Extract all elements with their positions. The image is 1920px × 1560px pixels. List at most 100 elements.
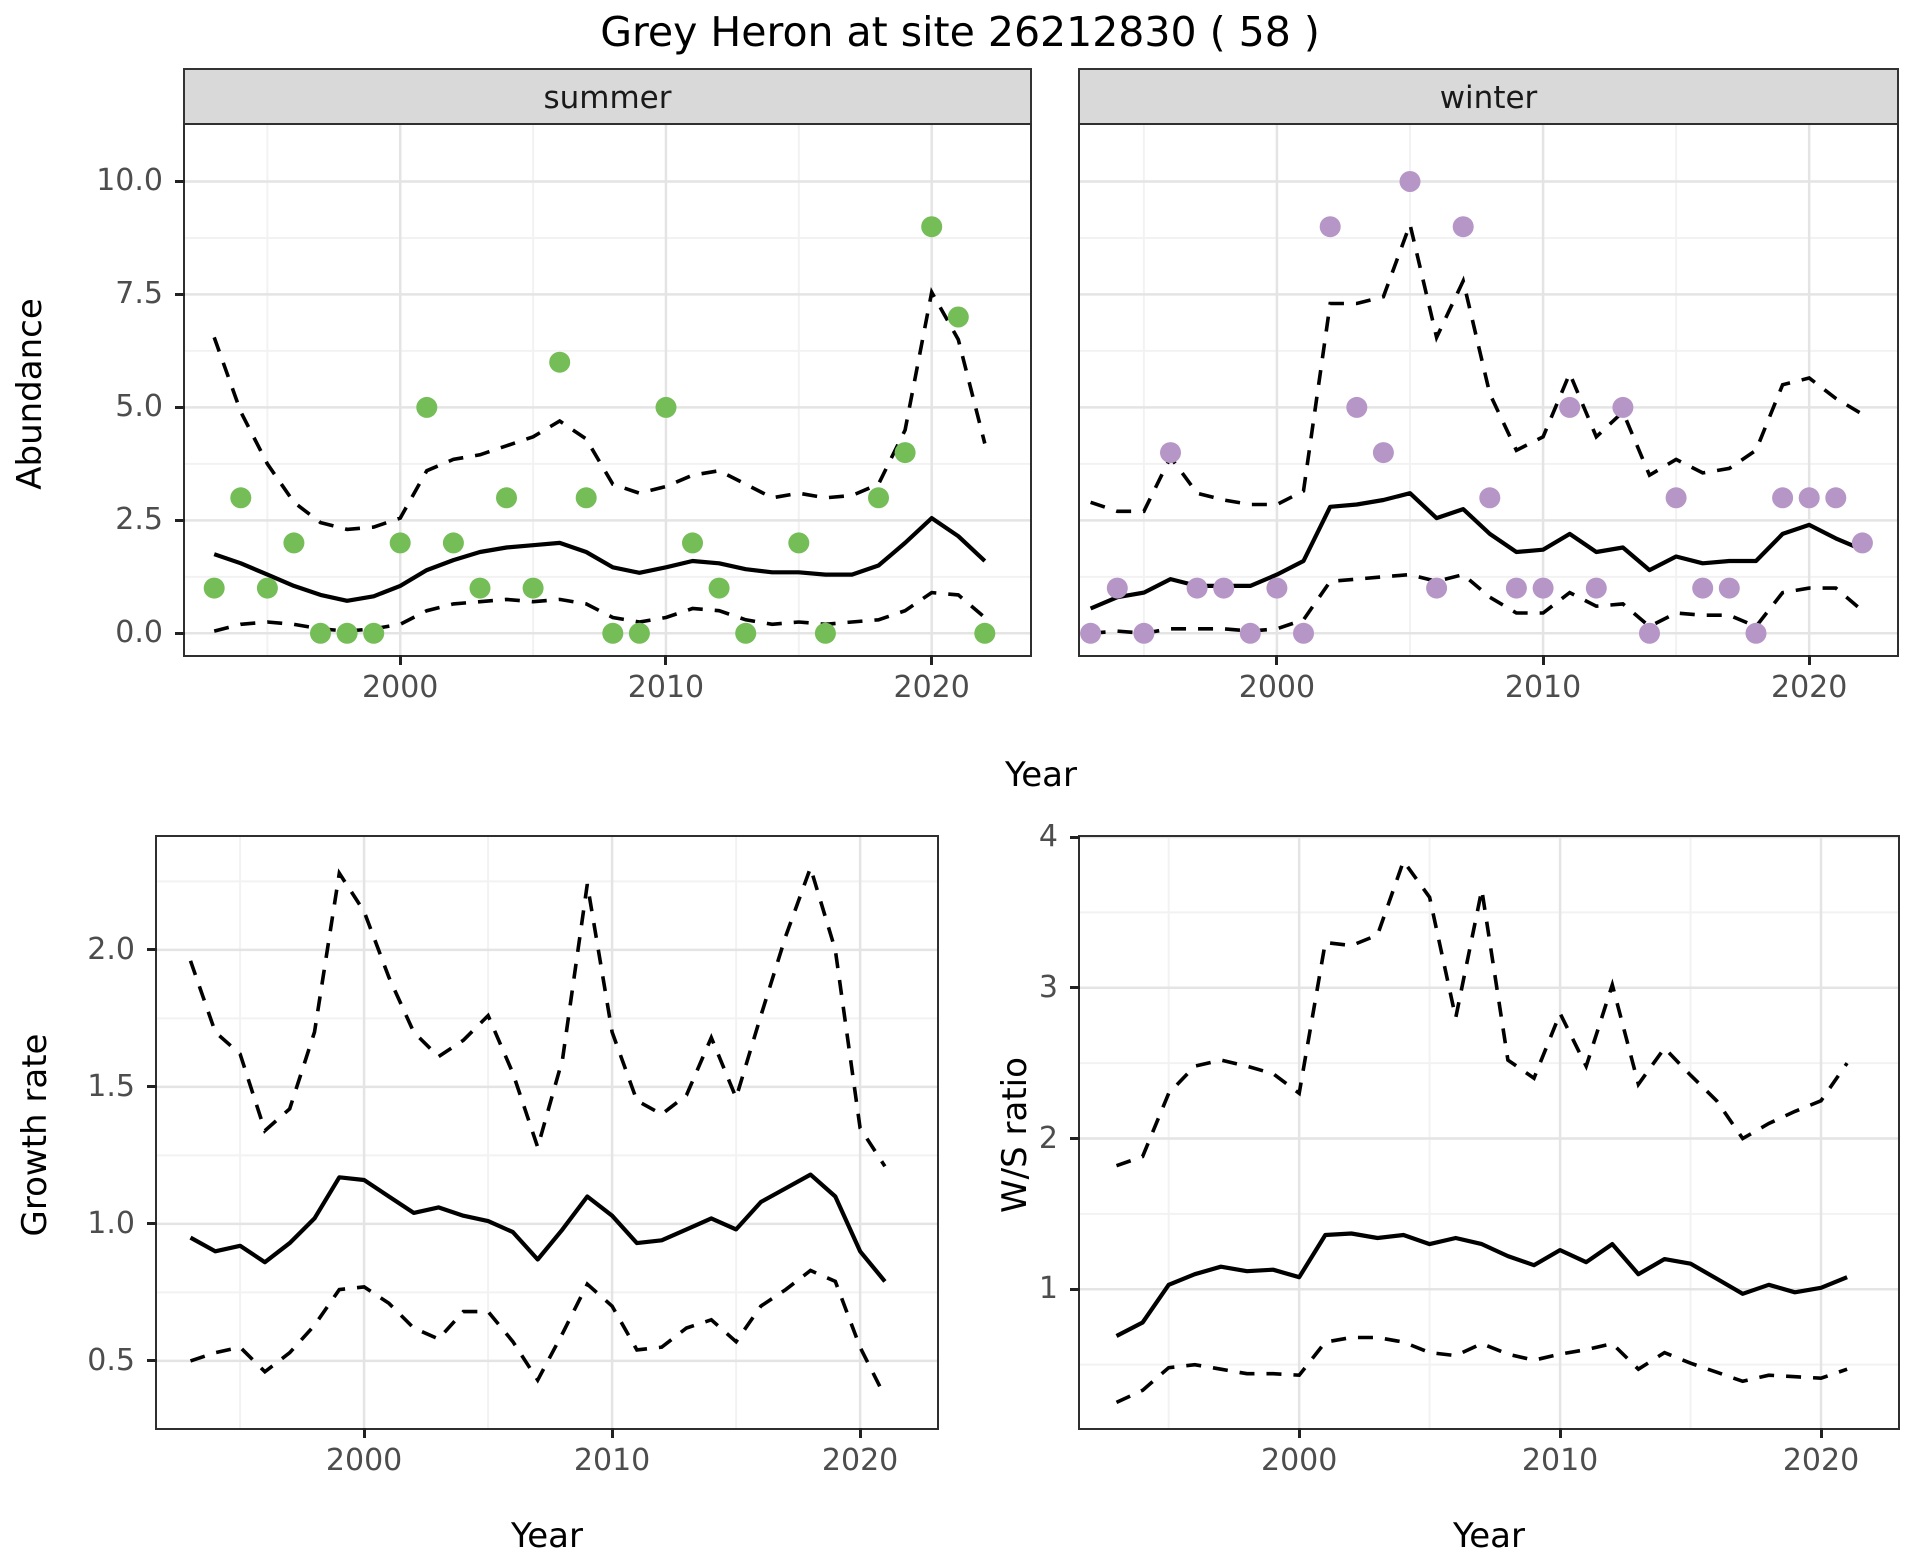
data-point (1080, 622, 1102, 644)
data-point (283, 532, 305, 554)
y-tick-mark (147, 1222, 157, 1226)
data-point (1798, 487, 1820, 509)
y-tick-label: 1 (1038, 1271, 1058, 1307)
y-tick-label: 1.5 (87, 1068, 135, 1104)
growth-year-axis-title: Year (511, 1516, 583, 1556)
x-tick-label: 2000 (1238, 670, 1316, 705)
data-point (336, 622, 358, 644)
data-point (1186, 577, 1208, 599)
x-tick-label: 2000 (362, 670, 439, 705)
y-tick-label: 2 (1038, 1120, 1058, 1156)
data-point (1772, 487, 1794, 509)
y-tick-mark (175, 405, 185, 409)
ws-year-axis-title: Year (1453, 1516, 1525, 1556)
x-tick-mark (610, 1428, 614, 1438)
data-point (203, 577, 225, 599)
grid-minor (1080, 125, 1897, 655)
data-point (1585, 577, 1607, 599)
x-tick-label: 2000 (1260, 1443, 1338, 1478)
grid-minor (1080, 837, 1898, 1428)
y-tick-mark (1070, 1287, 1080, 1291)
grid-major (157, 837, 937, 1428)
x-tick-mark (664, 655, 668, 665)
data-point (1426, 577, 1448, 599)
y-tick-mark (175, 292, 185, 296)
x-tick-mark (930, 655, 934, 665)
x-tick-label: 2010 (1504, 670, 1582, 705)
data-point (1665, 487, 1687, 509)
lower-confidence-line (213, 590, 986, 633)
data-point (1452, 216, 1474, 238)
data-point (1612, 396, 1634, 418)
abundance-summer-plot (185, 125, 1030, 655)
ws-ratio-plot (1080, 835, 1898, 1428)
y-tick-mark (147, 1085, 157, 1089)
data-point (1851, 532, 1873, 554)
upper-confidence-line (188, 861, 887, 1168)
data-point (363, 622, 385, 644)
data-point (602, 622, 624, 644)
data-point (1479, 487, 1501, 509)
data-point (522, 577, 544, 599)
data-point (230, 487, 252, 509)
observed-points (1080, 171, 1873, 644)
data-point (1266, 577, 1288, 599)
y-tick-label: 0.0 (115, 615, 163, 651)
data-point (1106, 577, 1128, 599)
data-point (310, 622, 331, 644)
y-tick-label: 7.5 (115, 276, 163, 312)
data-point (1825, 487, 1847, 509)
x-tick-label: 2010 (1521, 1443, 1599, 1478)
x-tick-label: 2010 (627, 670, 705, 705)
x-tick-mark (1297, 1428, 1301, 1438)
y-tick-mark (175, 518, 185, 522)
y-tick-label: 4 (1038, 819, 1058, 854)
data-point (1639, 622, 1660, 644)
data-point (469, 577, 491, 599)
y-tick-mark (1070, 1137, 1080, 1141)
data-point (1745, 622, 1767, 644)
x-tick-mark (858, 1428, 862, 1438)
growth-rate-axis-title: Growth rate (15, 1033, 55, 1237)
lower-confidence-line (1115, 1335, 1848, 1405)
y-tick-label: 10.0 (96, 163, 163, 199)
chart-title: Grey Heron at site 26212830 ( 58 ) (600, 8, 1320, 56)
growth-rate-panel (155, 835, 939, 1430)
fitted-mean-line (1115, 1231, 1848, 1338)
lower-confidence-line (189, 1268, 887, 1398)
data-point (682, 532, 703, 554)
data-point (575, 487, 597, 509)
fitted-mean-line (189, 1172, 887, 1283)
data-point (814, 622, 836, 644)
x-tick-mark (1807, 655, 1811, 665)
x-tick-label: 2020 (1770, 670, 1848, 705)
data-point (389, 532, 411, 554)
x-tick-label: 2000 (325, 1443, 403, 1478)
data-point (1399, 171, 1421, 192)
data-point (1346, 396, 1368, 418)
data-point (496, 487, 517, 509)
facet-strip-summer: summer (183, 68, 1032, 127)
facet-strip-summer-label: summer (543, 79, 672, 116)
lower-confidence-line (1090, 572, 1864, 636)
data-point (1372, 442, 1394, 464)
y-tick-label: 1.0 (87, 1205, 135, 1241)
facet-strip-winter-label: winter (1439, 79, 1538, 116)
data-point (256, 577, 278, 599)
data-point (1505, 577, 1527, 599)
data-point (974, 622, 996, 644)
x-tick-mark (1275, 655, 1279, 665)
upper-confidence-line (1090, 218, 1864, 514)
data-point (1213, 577, 1235, 599)
data-point (708, 577, 730, 599)
data-point (1319, 216, 1341, 238)
y-tick-mark (175, 179, 185, 183)
x-tick-mark (1541, 655, 1545, 665)
x-tick-label: 2020 (821, 1443, 899, 1478)
grid-minor (157, 837, 937, 1428)
y-tick-label: 2.0 (87, 931, 135, 967)
data-point (1692, 577, 1714, 599)
x-tick-label: 2020 (1782, 1443, 1860, 1478)
y-tick-mark (175, 631, 185, 635)
